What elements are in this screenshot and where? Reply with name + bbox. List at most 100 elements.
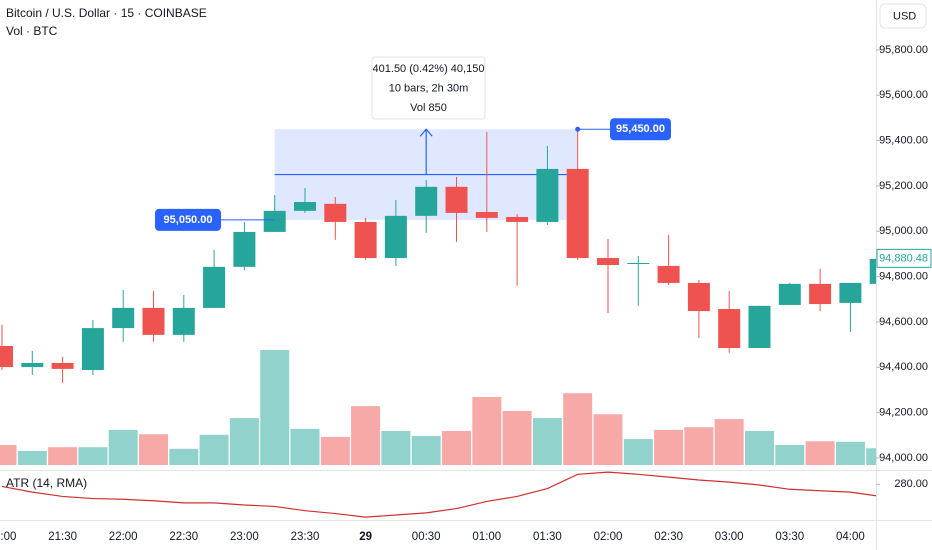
candle-body bbox=[657, 265, 680, 283]
candle-body bbox=[172, 307, 195, 335]
atr-tick-label: 280.00 bbox=[894, 478, 928, 490]
volume-bar bbox=[835, 441, 865, 465]
x-tick-label: 22:00 bbox=[109, 531, 138, 543]
candle-body bbox=[778, 283, 801, 305]
volume-bar bbox=[0, 445, 17, 465]
candle-body bbox=[51, 362, 74, 369]
x-tick-label: 00:30 bbox=[412, 531, 441, 543]
measure-stat: 10 bars, 2h 30m bbox=[389, 82, 469, 94]
volume-bar bbox=[17, 450, 47, 465]
volume-bar bbox=[351, 406, 381, 465]
volume-bar bbox=[381, 430, 411, 465]
candle-body bbox=[294, 202, 316, 211]
last-price-box bbox=[876, 248, 932, 268]
volume-bar bbox=[593, 414, 623, 465]
candle-body bbox=[81, 328, 104, 371]
volume-bar bbox=[805, 441, 835, 465]
currency-label[interactable]: USD bbox=[893, 10, 916, 22]
x-tick-label: 01:30 bbox=[533, 531, 562, 543]
volume-bar bbox=[472, 396, 502, 465]
chart-subtitle: Vol · BTC bbox=[6, 24, 58, 38]
candle-body bbox=[324, 203, 347, 222]
y-tick-label: 94,600.00 bbox=[879, 316, 928, 328]
candle-body bbox=[0, 345, 13, 368]
measure-arrowhead bbox=[419, 128, 433, 137]
candle-body bbox=[475, 211, 498, 218]
candle-body bbox=[566, 168, 589, 259]
volume-bar bbox=[260, 350, 290, 465]
overlay: 95,050.00 95,450.00 401.50 (0.42%) 40,150 1… bbox=[155, 56, 671, 231]
candle-body bbox=[718, 309, 741, 349]
volume-bar bbox=[199, 434, 229, 465]
candle-body bbox=[809, 283, 832, 305]
x-tick-label: 23:00 bbox=[230, 531, 259, 543]
candle-body bbox=[384, 215, 407, 259]
candle-body bbox=[839, 282, 862, 303]
volume-bar bbox=[411, 435, 441, 465]
x-tick-label: 21:00 bbox=[0, 531, 16, 543]
candle-body bbox=[263, 210, 286, 232]
to-label: 95,450.00 bbox=[616, 123, 665, 135]
atr-pane bbox=[1, 471, 876, 518]
plot-area bbox=[0, 128, 876, 465]
volume-bar bbox=[654, 429, 684, 465]
candle-body bbox=[233, 231, 256, 267]
candle-body bbox=[415, 186, 438, 216]
measure-stat: Vol 850 bbox=[410, 102, 447, 114]
candle-body bbox=[687, 282, 710, 312]
volume-bar bbox=[290, 428, 320, 465]
candle-body bbox=[112, 307, 135, 329]
y-tick-label: 94,000.00 bbox=[879, 452, 928, 464]
volume-bar bbox=[684, 427, 714, 465]
volume-bar bbox=[78, 447, 108, 465]
candle-body bbox=[536, 168, 559, 222]
volume-bar bbox=[48, 447, 78, 465]
x-tick-label: 22:30 bbox=[169, 531, 198, 543]
volume-bar bbox=[169, 448, 199, 465]
volume-bar bbox=[745, 430, 774, 465]
candle-body bbox=[597, 258, 619, 266]
y-tick-label: 95,000.00 bbox=[879, 225, 928, 237]
x-tick-label: 02:30 bbox=[654, 531, 683, 543]
y-tick-label: 95,400.00 bbox=[879, 134, 928, 146]
volume-bar bbox=[502, 411, 532, 465]
measure-tooltip bbox=[371, 56, 486, 120]
from-label-box bbox=[155, 208, 221, 231]
candle-body bbox=[627, 263, 650, 265]
candle-body bbox=[748, 305, 771, 349]
y-tick-label: 95,600.00 bbox=[879, 89, 928, 101]
volume-bar bbox=[320, 436, 350, 465]
y-tick-label: 94,800.00 bbox=[879, 271, 928, 283]
x-tick-label: 03:30 bbox=[775, 531, 804, 543]
y-tick-label: 95,800.00 bbox=[879, 44, 928, 56]
volume-bar bbox=[775, 445, 805, 465]
volume-bar bbox=[229, 418, 259, 465]
volume-bar bbox=[532, 418, 562, 465]
to-label-box bbox=[610, 118, 671, 141]
x-tick-label: 29 bbox=[359, 531, 372, 543]
candle-body bbox=[21, 362, 44, 368]
currency-button[interactable] bbox=[879, 3, 927, 29]
volume-bar bbox=[108, 429, 138, 465]
x-tick-label: 21:30 bbox=[48, 531, 77, 543]
measure-stat: 401.50 (0.42%) 40,150 bbox=[373, 63, 485, 75]
candle-body bbox=[445, 186, 468, 213]
x-tick-label: 04:00 bbox=[836, 531, 865, 543]
volume-bar bbox=[139, 434, 168, 465]
x-tick-label: 23:30 bbox=[291, 531, 320, 543]
volume-bar bbox=[714, 419, 744, 465]
x-tick-label: 02:00 bbox=[594, 531, 623, 543]
candle-body bbox=[203, 266, 226, 308]
y-tick-label: 94,200.00 bbox=[879, 407, 928, 419]
chart-title: Bitcoin / U.S. Dollar · 15 · COINBASE bbox=[6, 6, 207, 20]
candle-body bbox=[506, 216, 529, 222]
volume-bar bbox=[442, 430, 471, 465]
x-tick-label: 03:00 bbox=[715, 531, 744, 543]
to-anchor bbox=[575, 126, 581, 132]
volume-bar bbox=[623, 439, 653, 465]
candle-body bbox=[869, 258, 876, 284]
last-price-label: 94,880.48 bbox=[879, 252, 928, 264]
candle-body bbox=[142, 307, 165, 335]
atr-line bbox=[1, 471, 876, 518]
